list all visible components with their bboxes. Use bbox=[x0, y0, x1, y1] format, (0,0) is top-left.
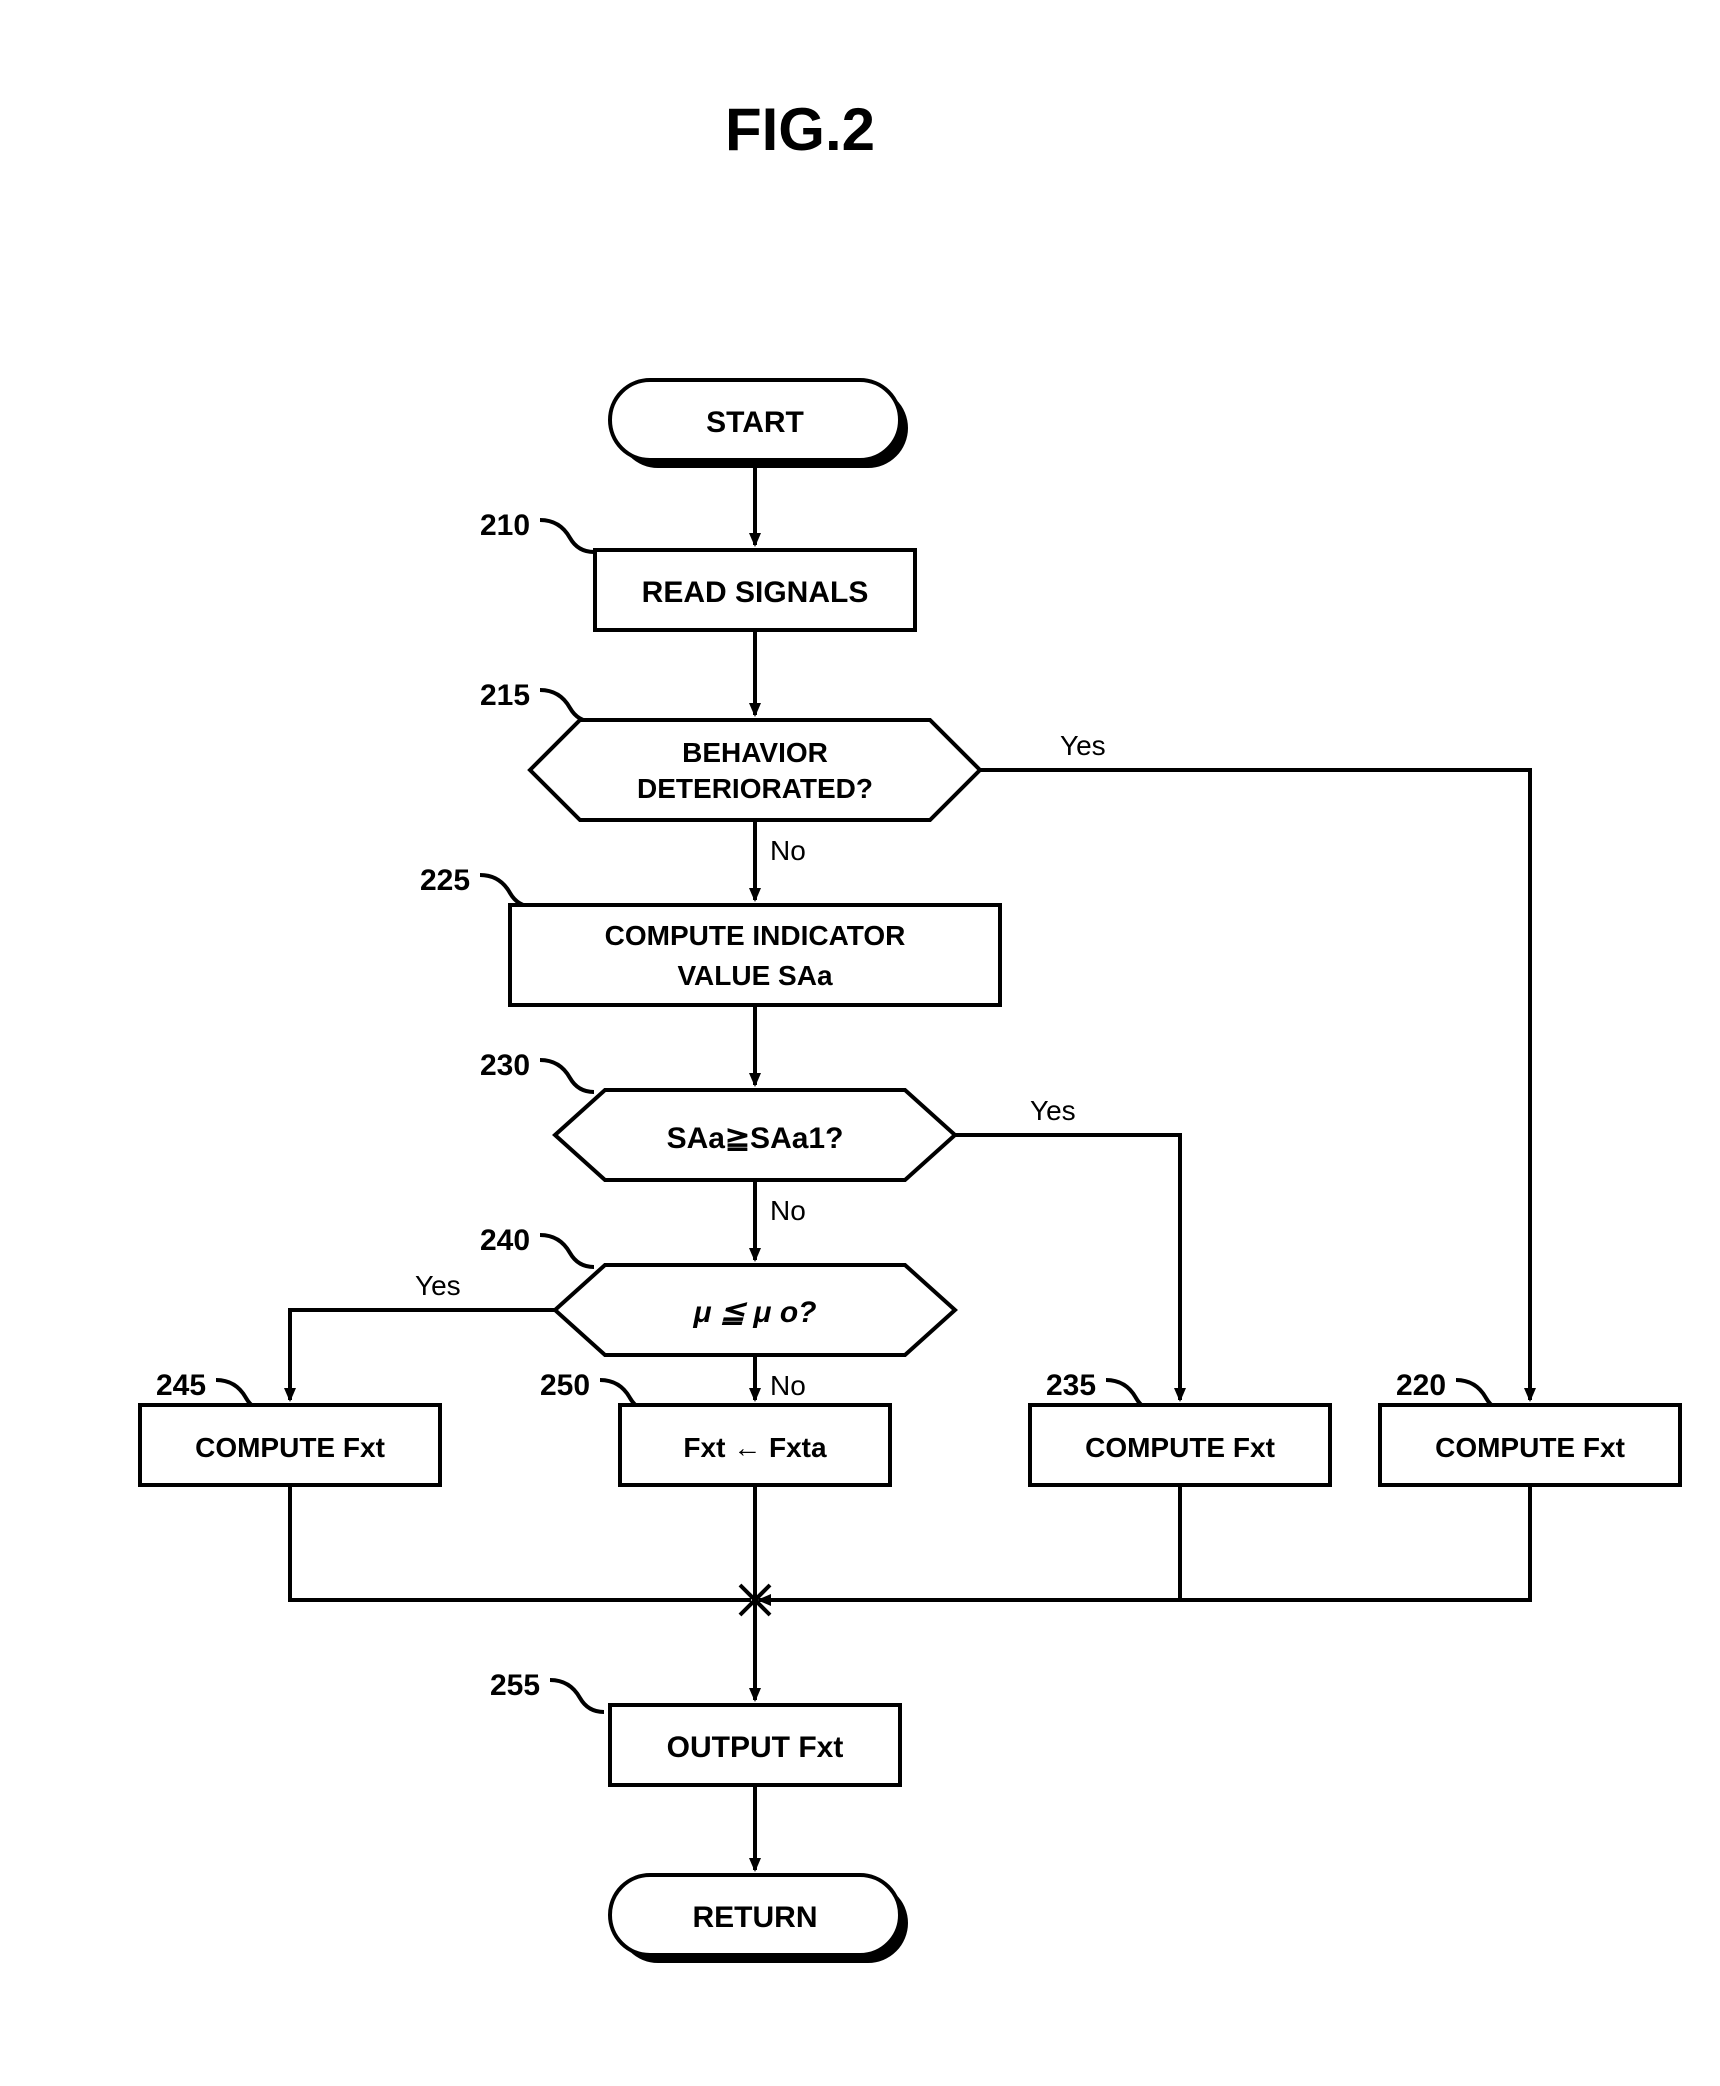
node-245: COMPUTE Fxt bbox=[140, 1405, 440, 1485]
node-230: SAa≧SAa1? bbox=[555, 1090, 955, 1180]
edge-240-245 bbox=[290, 1310, 555, 1400]
node-240-yes: Yes bbox=[415, 1270, 461, 1301]
node-230-label: SAa≧SAa1? bbox=[667, 1122, 844, 1155]
return-node: RETURN bbox=[610, 1875, 908, 1963]
node-235: COMPUTE Fxt bbox=[1030, 1405, 1330, 1485]
node-220: COMPUTE Fxt bbox=[1380, 1405, 1680, 1485]
node-215-yes: Yes bbox=[1060, 730, 1106, 761]
node-215-no: No bbox=[770, 835, 806, 866]
node-220-label: COMPUTE Fxt bbox=[1435, 1432, 1625, 1463]
ref-210: 210 bbox=[480, 509, 530, 542]
node-230-yes: Yes bbox=[1030, 1095, 1076, 1126]
ref-245: 245 bbox=[156, 1369, 206, 1402]
hook-215 bbox=[540, 690, 594, 722]
hook-240 bbox=[540, 1235, 594, 1267]
node-210: READ SIGNALS bbox=[595, 550, 915, 630]
node-230-no: No bbox=[770, 1195, 806, 1226]
node-240: μ ≦ μ o? bbox=[555, 1265, 955, 1355]
ref-255: 255 bbox=[490, 1669, 540, 1702]
figure-title: FIG.2 bbox=[725, 96, 875, 163]
ref-250: 250 bbox=[540, 1369, 590, 1402]
hook-255 bbox=[550, 1680, 604, 1712]
node-225-line2: VALUE SAa bbox=[677, 960, 832, 991]
edge-215-220 bbox=[980, 770, 1530, 1400]
edge-230-235 bbox=[955, 1135, 1180, 1400]
hook-230 bbox=[540, 1060, 594, 1092]
node-225-line1: COMPUTE INDICATOR bbox=[605, 920, 906, 951]
ref-215: 215 bbox=[480, 679, 530, 712]
hook-210 bbox=[540, 520, 594, 552]
edge-245-merge bbox=[290, 1485, 751, 1600]
start-label: START bbox=[706, 406, 804, 439]
node-255-label: OUTPUT Fxt bbox=[667, 1731, 844, 1764]
node-250-label: Fxt ← Fxta bbox=[683, 1432, 827, 1463]
node-250: Fxt ← Fxta bbox=[620, 1405, 890, 1485]
ref-230: 230 bbox=[480, 1049, 530, 1082]
node-255: OUTPUT Fxt bbox=[610, 1705, 900, 1785]
node-245-label: COMPUTE Fxt bbox=[195, 1432, 385, 1463]
edge-220-merge bbox=[1180, 1485, 1530, 1600]
return-label: RETURN bbox=[693, 1901, 818, 1934]
ref-225: 225 bbox=[420, 864, 470, 897]
node-225: COMPUTE INDICATOR VALUE SAa bbox=[510, 905, 1000, 1005]
node-215-line2: DETERIORATED? bbox=[637, 773, 873, 804]
node-235-label: COMPUTE Fxt bbox=[1085, 1432, 1275, 1463]
node-240-no: No bbox=[770, 1370, 806, 1401]
node-215: BEHAVIOR DETERIORATED? bbox=[530, 720, 980, 820]
node-210-label: READ SIGNALS bbox=[642, 576, 869, 609]
start-node: START bbox=[610, 380, 908, 468]
node-215-line1: BEHAVIOR bbox=[682, 737, 828, 768]
ref-235: 235 bbox=[1046, 1369, 1096, 1402]
hook-225 bbox=[480, 875, 534, 907]
ref-220: 220 bbox=[1396, 1369, 1446, 1402]
node-240-label: μ ≦ μ o? bbox=[693, 1296, 817, 1329]
edge-235-merge bbox=[759, 1485, 1180, 1600]
ref-240: 240 bbox=[480, 1224, 530, 1257]
